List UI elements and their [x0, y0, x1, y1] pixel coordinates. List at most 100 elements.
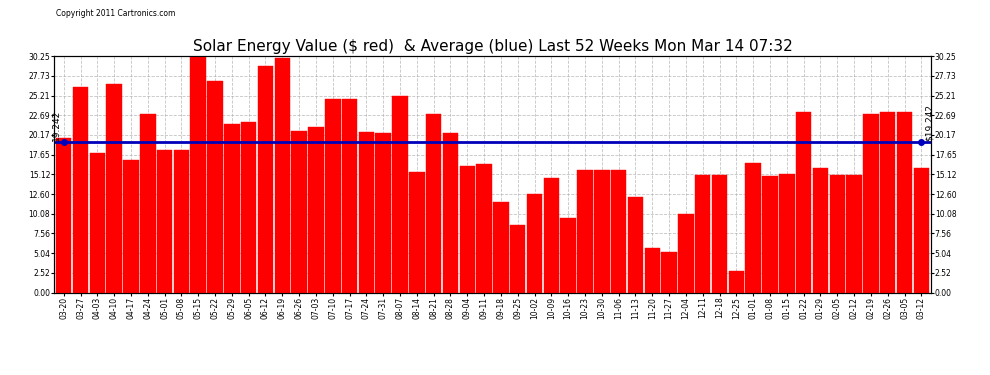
Bar [308, 127, 324, 292]
Bar [443, 133, 458, 292]
Bar [695, 175, 711, 292]
Bar [729, 272, 744, 292]
Bar [880, 112, 895, 292]
Text: 17.864: 17.864 [95, 267, 100, 289]
Title: Solar Energy Value ($ red)  & Average (blue) Last 52 Weeks Mon Mar 14 07:32: Solar Energy Value ($ red) & Average (bl… [193, 39, 792, 54]
Bar [560, 217, 576, 292]
Bar [611, 170, 627, 292]
Bar [476, 165, 492, 292]
Bar [325, 99, 341, 292]
Bar [745, 164, 761, 292]
Text: 16.390: 16.390 [481, 267, 487, 289]
Text: 12.180: 12.180 [633, 267, 638, 289]
Text: 15.048: 15.048 [835, 267, 840, 289]
Text: 25.144: 25.144 [398, 267, 403, 289]
Text: 15.940: 15.940 [818, 267, 823, 289]
Text: 22.844: 22.844 [146, 267, 150, 289]
Text: 16.540: 16.540 [750, 267, 755, 289]
Text: 20.449: 20.449 [448, 267, 453, 289]
Text: 5.155: 5.155 [666, 271, 671, 289]
Text: 15.741: 15.741 [616, 267, 621, 289]
Bar [897, 112, 912, 292]
Bar [426, 114, 442, 292]
Bar [544, 178, 559, 292]
Text: 27.100: 27.100 [213, 267, 218, 289]
Text: 23.069: 23.069 [885, 267, 890, 289]
Text: 22.850: 22.850 [432, 267, 437, 289]
Bar [577, 170, 593, 292]
Bar [392, 96, 408, 292]
Text: 15.101: 15.101 [851, 267, 856, 289]
Text: 29.994: 29.994 [280, 267, 285, 289]
Text: 12.659: 12.659 [532, 267, 537, 289]
Text: 21.850: 21.850 [247, 267, 251, 289]
Bar [106, 84, 122, 292]
Text: 19.776: 19.776 [61, 267, 66, 289]
Text: 15.741: 15.741 [599, 267, 604, 289]
Bar [594, 170, 610, 292]
Bar [762, 176, 778, 292]
Bar [846, 174, 862, 292]
Bar [678, 214, 694, 292]
Bar [123, 159, 139, 292]
Text: 10.006: 10.006 [683, 267, 688, 289]
Text: 15.155: 15.155 [784, 267, 789, 289]
Bar [813, 168, 829, 292]
Text: 20.376: 20.376 [381, 267, 386, 289]
Text: 5.677: 5.677 [649, 271, 654, 289]
Text: 11.639: 11.639 [498, 267, 504, 289]
Text: $19.242: $19.242 [925, 104, 934, 141]
Bar [207, 81, 223, 292]
Text: 15.101: 15.101 [717, 267, 722, 289]
Text: 26.642: 26.642 [112, 267, 117, 289]
Text: 15.748: 15.748 [582, 267, 587, 289]
Text: 9.581: 9.581 [565, 271, 570, 289]
Bar [90, 153, 105, 292]
Text: 20.672: 20.672 [297, 267, 302, 289]
Text: 15.940: 15.940 [919, 267, 924, 289]
Bar [342, 99, 357, 292]
Bar [375, 134, 391, 292]
Bar [173, 150, 189, 292]
Bar [527, 194, 543, 292]
Text: 14.940: 14.940 [767, 267, 772, 289]
Bar [257, 66, 273, 292]
Bar [493, 202, 509, 292]
Bar [156, 150, 172, 292]
Text: 19.242: 19.242 [51, 110, 60, 141]
Bar [914, 168, 929, 292]
Text: 24.719: 24.719 [331, 267, 336, 289]
Text: 15.426: 15.426 [415, 267, 420, 289]
Text: 29.003: 29.003 [263, 267, 268, 289]
Text: 23.069: 23.069 [902, 267, 907, 289]
Bar [644, 248, 660, 292]
Text: Copyright 2011 Cartronics.com: Copyright 2011 Cartronics.com [56, 9, 176, 18]
Text: 23.069: 23.069 [801, 267, 806, 289]
Text: 22.844: 22.844 [868, 267, 873, 289]
Text: 24.835: 24.835 [347, 267, 352, 289]
Bar [190, 56, 206, 292]
Bar [661, 252, 677, 292]
Bar [56, 138, 71, 292]
Text: 18.282: 18.282 [179, 267, 184, 289]
Bar [274, 58, 290, 292]
Text: 8.581: 8.581 [515, 271, 521, 289]
Text: 30.249: 30.249 [196, 267, 201, 289]
Text: 21.180: 21.180 [314, 267, 319, 289]
Text: 2.707: 2.707 [734, 271, 739, 289]
Bar [409, 172, 425, 292]
Bar [779, 174, 795, 292]
Bar [510, 225, 526, 292]
Bar [241, 122, 256, 292]
Bar [628, 197, 644, 292]
Text: 14.635: 14.635 [548, 267, 553, 289]
Bar [358, 132, 374, 292]
Text: 17.027: 17.027 [129, 267, 134, 289]
Text: 15.048: 15.048 [700, 267, 705, 289]
Bar [140, 114, 155, 292]
Bar [459, 166, 475, 292]
Bar [796, 112, 812, 292]
Text: 20.529: 20.529 [364, 267, 369, 289]
Bar [830, 175, 845, 292]
Bar [712, 174, 728, 292]
